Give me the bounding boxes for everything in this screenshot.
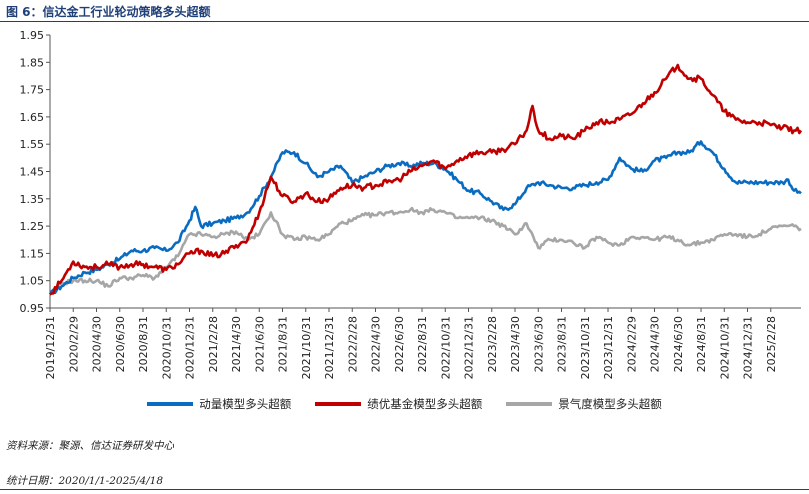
legend-item-fund: 绩优基金模型多头超额 xyxy=(315,396,482,412)
x-tick-label: 2021/2/28 xyxy=(207,316,220,372)
x-tick-label: 2023/8/31 xyxy=(556,316,569,372)
x-tick-label: 2022/12/31 xyxy=(463,316,476,379)
x-axis-ticks: 2019/12/31 2020/2/29 2020/4/30 2020/6/30 202… xyxy=(44,308,778,379)
y-tick-label: 1.65 xyxy=(20,111,45,124)
x-tick-label: 2023/6/30 xyxy=(532,316,545,372)
series-line-fund xyxy=(49,63,803,296)
line-chart: 1.95 1.85 1.75 1.65 1.55 1.45 1.35 1.25 1.15 1.05… xyxy=(20,29,803,379)
period-note: 统计日期：2020/1/1-2025/4/18 xyxy=(6,475,164,487)
chart-legend: 动量模型多头超额 绩优基金模型多头超额 景气度模型多头超额 xyxy=(0,396,809,412)
y-axis-ticks: 1.95 1.85 1.75 1.65 1.55 1.45 1.35 1.25 1.15 1.05… xyxy=(20,29,50,315)
x-tick-label: 2020/4/30 xyxy=(91,316,104,372)
title-divider xyxy=(0,21,809,22)
x-tick-label: 2022/6/30 xyxy=(393,316,406,372)
legend-label-momentum: 动量模型多头超额 xyxy=(199,397,292,411)
x-tick-label: 2024/6/30 xyxy=(672,316,685,372)
figure-title: 图 6：信达金工行业轮动策略多头超额 xyxy=(6,5,211,19)
x-tick-label: 2020/8/31 xyxy=(137,316,150,372)
x-tick-label: 2023/12/31 xyxy=(602,316,615,379)
legend-label-fund: 绩优基金模型多头超额 xyxy=(367,397,483,411)
x-tick-label: 2020/2/29 xyxy=(67,316,80,372)
legend-swatch-fund xyxy=(315,402,362,406)
x-tick-label: 2021/12/31 xyxy=(323,316,336,379)
x-tick-label: 2021/4/30 xyxy=(230,316,243,372)
legend-swatch-prosperity xyxy=(506,402,553,406)
source-note: 资料来源：聚源、信达证券研发中心 xyxy=(6,440,174,452)
y-tick-label: 1.95 xyxy=(20,29,45,42)
x-tick-label: 2020/12/31 xyxy=(184,316,197,379)
y-tick-label: 1.45 xyxy=(20,166,45,179)
x-tick-label: 2024/4/30 xyxy=(649,316,662,372)
series-lines xyxy=(48,63,803,296)
y-tick-label: 1.05 xyxy=(20,275,45,288)
x-tick-label: 2021/10/31 xyxy=(300,316,313,379)
x-tick-label: 2020/6/30 xyxy=(114,316,127,372)
legend-label-prosperity: 景气度模型多头超额 xyxy=(558,397,662,411)
legend-item-prosperity: 景气度模型多头超额 xyxy=(506,396,662,412)
x-tick-label: 2025/2/28 xyxy=(765,316,778,372)
y-tick-label: 1.75 xyxy=(20,84,45,97)
x-tick-label: 2023/2/28 xyxy=(486,316,499,372)
y-tick-label: 1.15 xyxy=(20,247,45,260)
x-tick-label: 2023/4/30 xyxy=(509,316,522,372)
x-tick-label: 2024/12/31 xyxy=(742,316,755,379)
y-tick-label: 1.85 xyxy=(20,56,45,69)
x-tick-label: 2020/10/31 xyxy=(160,316,173,379)
series-line-prosperity xyxy=(48,206,802,295)
y-tick-label: 1.35 xyxy=(20,193,45,206)
x-tick-label: 2023/10/31 xyxy=(579,316,592,379)
x-tick-label: 2021/6/30 xyxy=(253,316,266,372)
y-tick-label: 0.95 xyxy=(20,302,45,315)
x-tick-label: 2022/2/28 xyxy=(346,316,359,372)
x-tick-label: 2021/8/31 xyxy=(277,316,290,372)
x-tick-label: 2019/12/31 xyxy=(44,316,57,379)
x-tick-label: 2022/8/31 xyxy=(416,316,429,372)
y-tick-label: 1.25 xyxy=(20,220,45,233)
x-tick-label: 2022/4/30 xyxy=(370,316,383,372)
legend-item-momentum: 动量模型多头超额 xyxy=(147,396,291,412)
x-tick-label: 2024/8/31 xyxy=(695,316,708,372)
bottom-divider xyxy=(0,489,809,490)
legend-swatch-momentum xyxy=(147,402,194,406)
x-tick-label: 2024/2/29 xyxy=(625,316,638,372)
y-tick-label: 1.55 xyxy=(20,138,45,151)
x-tick-label: 2024/10/31 xyxy=(718,316,731,379)
x-tick-label: 2022/10/31 xyxy=(439,316,452,379)
